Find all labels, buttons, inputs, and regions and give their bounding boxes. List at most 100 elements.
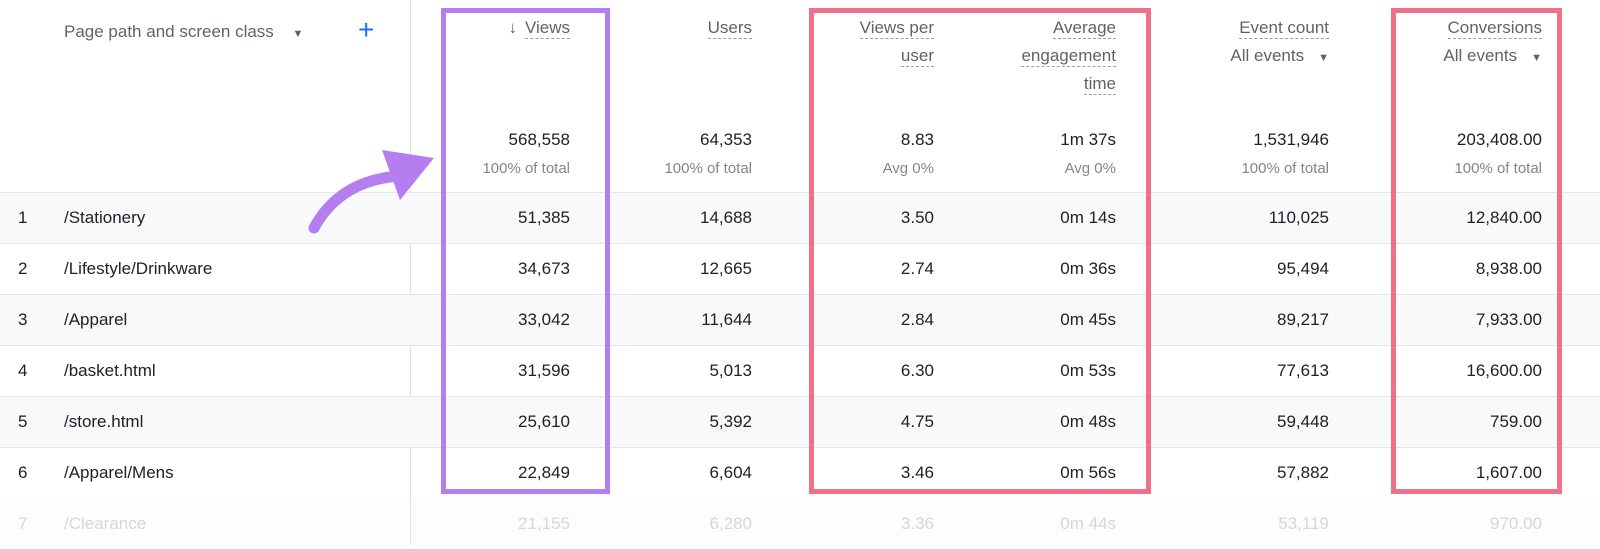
conversions-highlight-box	[1391, 8, 1562, 494]
row-number: 3	[18, 310, 28, 329]
engagement-highlight-box	[809, 8, 1151, 494]
label-line: user	[900, 46, 934, 67]
event-count-cell: 89,217	[1277, 310, 1329, 329]
avg-engagement-cell: 0m 45s	[1060, 310, 1116, 329]
views-cell: 25,610	[518, 412, 570, 431]
page-path-link[interactable]: /Apparel/Mens	[64, 463, 174, 482]
page-path-link[interactable]: /store.html	[64, 412, 144, 431]
arrow-down-icon: ↓	[508, 18, 517, 37]
views-per-user-cell: 2.84	[900, 310, 934, 329]
table-row[interactable]: 7/Clearance 21,155 6,280 3.36 0m 44s 53,119 97…	[0, 498, 1600, 549]
label-line: Views per	[859, 18, 934, 39]
conversions-label: Conversions	[1447, 18, 1542, 39]
table-row[interactable]: 1/Stationery 51,385 14,688 3.50 0m 14s 110,02…	[0, 192, 1600, 243]
dimension-header[interactable]: Page path and screen class ▼	[64, 18, 303, 48]
row-number: 5	[18, 412, 28, 431]
users-cell: 14,688	[700, 208, 752, 227]
row-number: 6	[18, 463, 28, 482]
views-per-user-cell: 4.75	[900, 412, 934, 431]
views-per-user-cell: 2.74	[900, 259, 934, 278]
conversions-subtotal: 100% of total	[1454, 160, 1542, 177]
page-path-link[interactable]: /Clearance	[64, 514, 147, 533]
conversions-total: 203,408.00	[1456, 130, 1542, 149]
conversions-cell: 1,607.00	[1475, 463, 1542, 482]
label-line: engagement	[1021, 46, 1116, 67]
row-number: 7	[18, 514, 28, 533]
avg-engagement-cell: 0m 48s	[1060, 412, 1116, 431]
event-count-header[interactable]: Event count All events ▼	[1230, 14, 1329, 72]
views-per-user-subtotal: Avg 0%	[882, 160, 934, 177]
avg-engagement-subtotal: Avg 0%	[1064, 160, 1116, 177]
users-cell: 12,665	[700, 259, 752, 278]
add-dimension-button[interactable]: +	[358, 14, 375, 45]
table-row[interactable]: 4/basket.html 31,596 5,013 6.30 0m 53s 77,613…	[0, 345, 1600, 396]
conversions-cell: 8,938.00	[1475, 259, 1542, 278]
views-highlight-box	[441, 8, 610, 494]
label-line: Average	[1052, 18, 1116, 39]
users-subtotal: 100% of total	[664, 160, 752, 177]
table-row[interactable]: 2/Lifestyle/Drinkware 34,673 12,665 2.74 0m …	[0, 243, 1600, 294]
views-per-user-cell: 3.46	[900, 463, 934, 482]
event-count-total: 1,531,946	[1253, 130, 1329, 149]
dimension-label: Page path and screen class	[64, 22, 274, 41]
views-header[interactable]: ↓ Views	[508, 14, 570, 42]
event-count-cell: 59,448	[1277, 412, 1329, 431]
views-cell: 51,385	[518, 208, 570, 227]
users-cell: 5,392	[709, 412, 752, 431]
row-number: 4	[18, 361, 28, 380]
views-label: Views	[524, 18, 570, 39]
event-count-cell: 95,494	[1277, 259, 1329, 278]
conversion-filter-select[interactable]: All events ▼	[1443, 46, 1542, 65]
users-header[interactable]: Users	[707, 14, 752, 42]
avg-engagement-cell: 0m 53s	[1060, 361, 1116, 380]
users-cell: 6,604	[709, 463, 752, 482]
views-cell: 31,596	[518, 361, 570, 380]
event-count-cell: 57,882	[1277, 463, 1329, 482]
views-per-user-cell: 3.36	[900, 514, 934, 533]
page-path-link[interactable]: /Stationery	[64, 208, 146, 227]
event-filter-select[interactable]: All events ▼	[1230, 46, 1329, 65]
conversions-cell: 7,933.00	[1475, 310, 1542, 329]
row-number: 1	[18, 208, 28, 227]
column-divider	[410, 0, 411, 545]
table-row[interactable]: 6/Apparel/Mens 22,849 6,604 3.46 0m 56s 57,88…	[0, 447, 1600, 498]
table-row[interactable]: 5/store.html 25,610 5,392 4.75 0m 48s 59,448 7…	[0, 396, 1600, 447]
avg-engagement-cell: 0m 44s	[1060, 514, 1116, 533]
dropdown-icon: ▼	[1318, 52, 1329, 64]
page-path-link[interactable]: /basket.html	[64, 361, 156, 380]
views-total: 568,558	[508, 130, 570, 149]
avg-engagement-cell: 0m 36s	[1060, 259, 1116, 278]
views-subtotal: 100% of total	[482, 160, 570, 177]
avg-engagement-header[interactable]: Average engagement time	[1021, 14, 1116, 98]
views-cell: 22,849	[518, 463, 570, 482]
conversions-cell: 16,600.00	[1466, 361, 1542, 380]
conversions-header[interactable]: Conversions All events ▼	[1443, 14, 1542, 72]
filter-value: All events	[1443, 46, 1518, 65]
page-path-link[interactable]: /Lifestyle/Drinkware	[64, 259, 213, 278]
views-per-user-cell: 6.30	[900, 361, 934, 380]
arrow-annotation-icon	[308, 150, 434, 234]
views-cell: 21,155	[518, 514, 570, 533]
event-count-cell: 53,119	[1278, 514, 1329, 533]
users-cell: 5,013	[709, 361, 752, 380]
users-label: Users	[707, 18, 752, 39]
avg-engagement-total: 1m 37s	[1060, 130, 1116, 149]
conversions-cell: 759.00	[1490, 412, 1542, 431]
views-cell: 34,673	[518, 259, 570, 278]
views-per-user-header[interactable]: Views per user	[859, 14, 934, 70]
event-count-cell: 110,025	[1268, 208, 1329, 227]
event-count-subtotal: 100% of total	[1241, 160, 1329, 177]
views-cell: 33,042	[518, 310, 570, 329]
views-per-user-total: 8.83	[900, 130, 934, 149]
filter-value: All events	[1230, 46, 1305, 65]
dropdown-icon[interactable]: ▼	[292, 28, 304, 40]
views-per-user-cell: 3.50	[900, 208, 934, 227]
table-row[interactable]: 3/Apparel 33,042 11,644 2.84 0m 45s 89,217 7,9…	[0, 294, 1600, 345]
conversions-cell: 970.00	[1490, 514, 1542, 533]
users-cell: 6,280	[709, 514, 752, 533]
users-total: 64,353	[700, 130, 752, 149]
page-path-link[interactable]: /Apparel	[64, 310, 128, 329]
label-line: time	[1083, 74, 1116, 95]
dropdown-icon: ▼	[1531, 52, 1542, 64]
event-count-cell: 77,613	[1277, 361, 1329, 380]
